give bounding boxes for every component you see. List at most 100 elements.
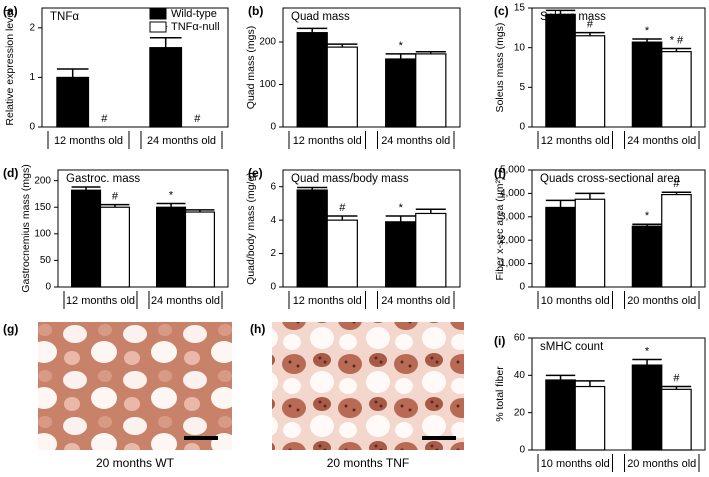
bar	[99, 206, 130, 288]
bar	[415, 212, 447, 288]
y-axis-label: % total fiber	[494, 366, 506, 422]
panel-label: (h)	[250, 322, 265, 336]
plot-frame	[282, 169, 461, 288]
legend-swatch	[149, 8, 167, 20]
y-tick-label: 50	[40, 255, 52, 266]
panel-label: (b)	[248, 4, 263, 18]
x-tick-label: 24 months old	[381, 295, 450, 307]
plot-frame	[531, 169, 706, 288]
x-tick-label: 12 months old	[293, 295, 362, 307]
bar	[415, 53, 447, 128]
y-tick-label: 0	[519, 445, 525, 456]
bar	[631, 364, 663, 451]
image-caption: 20 months WT	[96, 456, 175, 470]
chart-title: Quad mass	[291, 11, 350, 23]
chart-title: Gastroc. mass	[66, 173, 140, 185]
y-axis-label: Quad mass (mgs)	[245, 26, 257, 109]
chart-title: Quads cross-sectional area	[540, 173, 681, 185]
bar	[296, 189, 328, 288]
y-tick-label: 100	[34, 228, 51, 239]
significance-mark: *	[399, 202, 404, 214]
significance-mark: #	[587, 18, 594, 30]
bar	[545, 13, 576, 128]
bar	[326, 219, 358, 288]
significance-mark: *	[399, 40, 404, 52]
plot-frame	[531, 337, 706, 451]
y-tick-label: 100	[259, 79, 276, 90]
image-panel: (g) 20 months WT	[3, 322, 232, 470]
x-tick-label: 12 months old	[541, 135, 610, 147]
chart-title: sMHC count	[540, 341, 604, 353]
y-axis-label: Relative expression level	[4, 9, 16, 125]
category-bracket	[624, 454, 700, 472]
legend-label: TNFα-null	[171, 21, 220, 33]
bar	[574, 198, 606, 288]
significance-mark: #	[101, 113, 108, 125]
y-tick-label: 2	[270, 248, 276, 259]
panel-label: (c)	[494, 4, 509, 18]
y-tick-label: 0	[519, 122, 525, 133]
y-tick-label: 0	[270, 282, 276, 293]
x-tick-label: 24 months old	[147, 135, 216, 147]
panel-label: (d)	[3, 166, 18, 180]
x-tick-label: 20 months old	[627, 458, 696, 470]
y-tick-label: 2	[29, 22, 35, 33]
y-axis-label: Soleus mass (mgs)	[494, 23, 506, 113]
bar	[545, 206, 576, 288]
micrograph	[272, 322, 464, 450]
x-tick-label: 24 months old	[151, 295, 220, 307]
category-bracket	[148, 291, 223, 309]
bar	[661, 51, 692, 128]
y-tick-label: 200	[34, 175, 51, 186]
category-bracket	[537, 454, 613, 472]
x-tick-label: 24 months old	[381, 135, 450, 147]
plot-frame	[41, 7, 229, 128]
bar	[574, 385, 606, 451]
y-tick-label: 200	[259, 37, 276, 48]
bar	[70, 189, 102, 288]
y-axis-label: Gastrocnemius mass (mgs)	[20, 164, 32, 292]
x-tick-label: 12 months old	[293, 135, 362, 147]
micrograph	[38, 322, 232, 450]
bar	[56, 76, 90, 128]
category-bracket	[377, 291, 455, 309]
x-tick-label: 10 months old	[541, 458, 610, 470]
bar	[184, 211, 215, 288]
bar	[631, 41, 663, 128]
significance-mark: #	[112, 190, 119, 202]
significance-mark: #	[339, 202, 346, 214]
category-bracket	[47, 131, 130, 149]
significance-mark: #	[194, 113, 201, 125]
y-tick-label: 0	[519, 282, 525, 293]
y-tick-label: 15	[514, 3, 526, 14]
y-tick-label: 0	[29, 122, 35, 133]
y-tick-label: 5,000	[500, 165, 525, 176]
x-tick-label: 12 months old	[66, 295, 135, 307]
significance-mark: #	[673, 372, 680, 384]
category-bracket	[140, 131, 223, 149]
category-bracket	[624, 291, 700, 309]
y-tick-label: 0	[45, 282, 51, 293]
image-caption: 20 months TNF	[327, 456, 409, 470]
category-bracket	[537, 131, 613, 149]
bar	[661, 193, 692, 288]
significance-mark: *	[169, 189, 174, 201]
plot-frame	[57, 169, 229, 288]
image-panel: (h) 20 months TNF	[250, 322, 464, 470]
y-tick-label: 150	[34, 202, 51, 213]
chart-title: TNFα	[50, 11, 79, 23]
category-bracket	[63, 291, 138, 309]
y-tick-label: 1,000	[500, 258, 525, 269]
y-tick-label: 4,000	[500, 188, 525, 199]
category-bracket	[377, 131, 455, 149]
category-bracket	[537, 291, 613, 309]
significance-mark: * #	[670, 34, 684, 46]
bar	[545, 379, 576, 451]
bar	[326, 46, 358, 128]
y-tick-label: 4	[270, 215, 276, 226]
y-axis-label: Quad/body mass (mg/g)	[245, 172, 257, 285]
y-tick-label: 20	[514, 407, 526, 418]
bar	[296, 32, 328, 128]
bar	[574, 35, 606, 128]
